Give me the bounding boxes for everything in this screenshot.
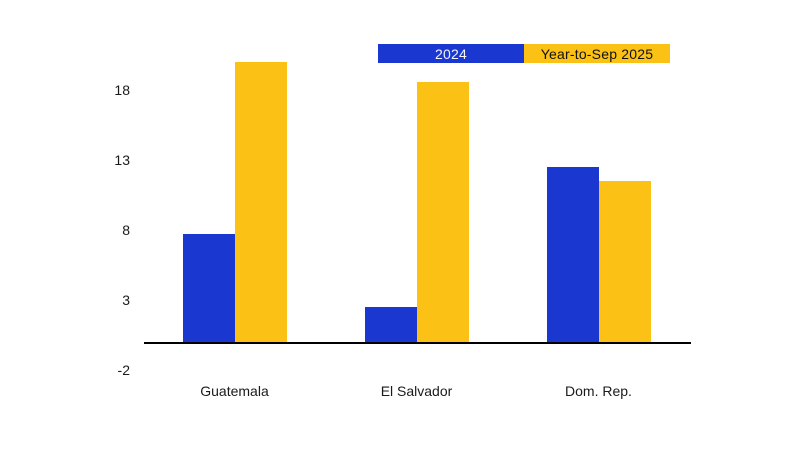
x-category-label-dom-rep: Dom. Rep. <box>565 383 632 399</box>
legend-label-year-to-sep-2025: Year-to-Sep 2025 <box>540 45 654 62</box>
bar-year-to-sep-2025-el-salvador <box>416 82 469 342</box>
y-tick-label: 8 <box>122 222 130 238</box>
x-axis-line <box>144 342 691 344</box>
bar-2024-guatemala <box>182 234 235 342</box>
y-tick-label: -2 <box>117 362 130 378</box>
x-category-label-guatemala: Guatemala <box>200 383 269 399</box>
legend: 2024 Year-to-Sep 2025 <box>378 44 670 63</box>
legend-item-year-to-sep-2025: Year-to-Sep 2025 <box>524 44 670 63</box>
legend-item-2024: 2024 <box>378 44 524 63</box>
y-tick-label: 18 <box>114 82 130 98</box>
bar-2024-el-salvador <box>364 307 417 342</box>
bar-2024-dom-rep <box>546 167 599 342</box>
y-tick-label: 3 <box>122 292 130 308</box>
bar-year-to-sep-2025-guatemala <box>234 62 287 342</box>
y-tick-label: 13 <box>114 152 130 168</box>
legend-label-2024: 2024 <box>435 45 467 62</box>
x-category-label-el-salvador: El Salvador <box>380 383 453 399</box>
bar-year-to-sep-2025-dom-rep <box>598 181 651 342</box>
